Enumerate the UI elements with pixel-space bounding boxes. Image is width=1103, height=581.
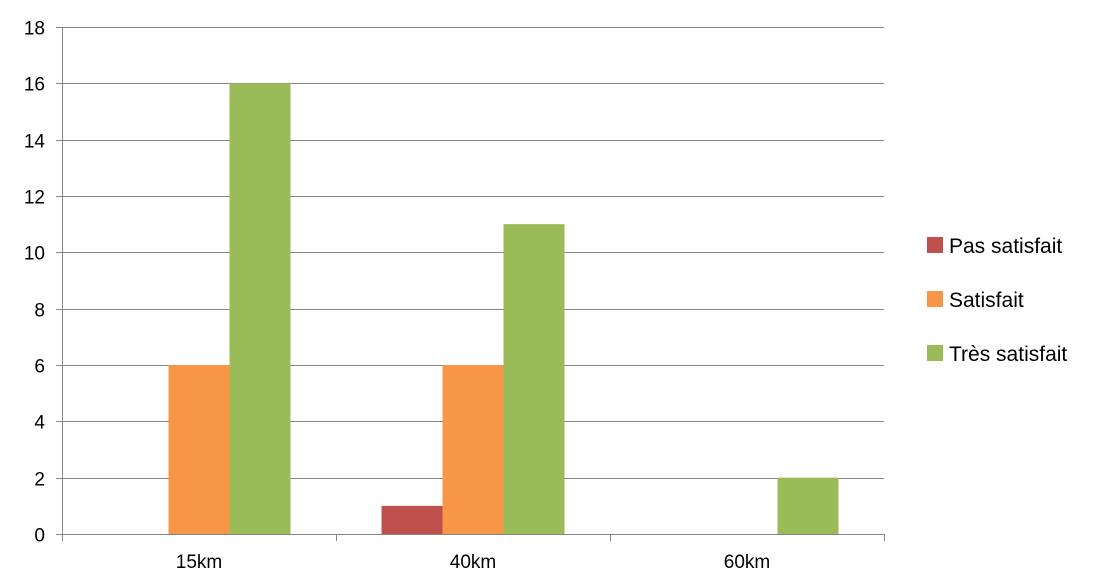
legend-swatch (927, 345, 943, 361)
y-axis-tick-labels: 0 2 4 6 8 10 12 14 16 18 (24, 19, 46, 547)
x-tick-label: 15km (176, 552, 222, 573)
x-axis-tick-labels: 15km 40km 60km (176, 552, 770, 573)
legend-label: Très satisfait (949, 343, 1067, 366)
bar-très-satisfait-40km (503, 224, 565, 534)
bar-très-satisfait-60km (777, 477, 839, 534)
y-tick-label: 16 (24, 75, 45, 96)
y-tick-label: 2 (34, 470, 45, 491)
y-tick-label: 12 (24, 188, 45, 209)
bar-très-satisfait-15km (229, 83, 291, 534)
bar-satisfait-15km (168, 365, 230, 534)
y-tick-label: 8 (34, 301, 45, 322)
y-tick-label: 18 (24, 19, 45, 40)
y-tick-label: 10 (24, 244, 45, 265)
x-tick-label: 40km (450, 552, 496, 573)
legend: Pas satisfait Satisfait Très satisfait (927, 235, 1067, 366)
legend-swatch (927, 237, 943, 253)
y-tick-label: 14 (24, 132, 46, 153)
y-tick-label: 0 (34, 526, 45, 547)
y-tick-label: 6 (34, 357, 45, 378)
legend-label: Satisfait (949, 289, 1024, 312)
bars (168, 83, 839, 534)
y-tick-label: 4 (34, 413, 45, 434)
bar-satisfait-40km (442, 365, 504, 534)
bar-pas-satisfait-40km (381, 505, 443, 534)
legend-label: Pas satisfait (949, 235, 1062, 258)
x-tick-label: 60km (724, 552, 770, 573)
axes (56, 27, 885, 541)
legend-swatch (927, 291, 943, 307)
